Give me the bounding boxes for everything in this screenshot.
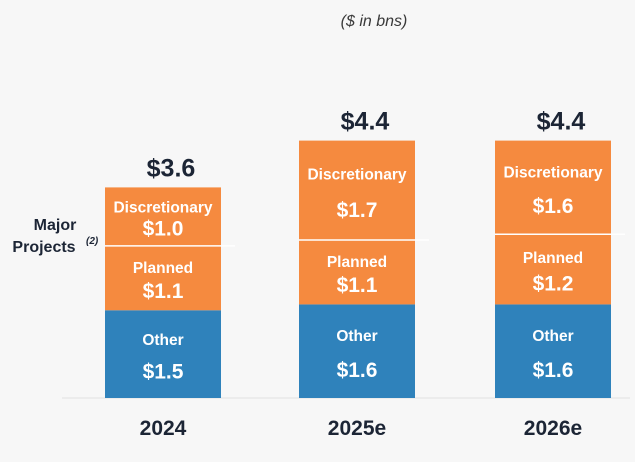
bar-planned-2024: [105, 245, 221, 311]
side-label-line1: Major: [34, 217, 77, 234]
x-tick-label-2024: 2024: [140, 417, 187, 440]
bars-layer: Other$1.5Planned$1.1Discretionary$1.0$3.…: [105, 108, 625, 440]
total-label-2025e: $4.4: [341, 108, 390, 136]
segment-label-other-2024: Other: [142, 332, 183, 349]
segment-label-planned-2024: Planned: [133, 260, 193, 277]
segment-label-discretionary-2024: Discretionary: [113, 199, 212, 216]
segment-value-other-2026e: $1.6: [533, 359, 574, 382]
x-tick-label-2025e: 2025e: [328, 417, 386, 440]
bar-planned-2025e: [299, 240, 415, 305]
side-label-line2: Projects: [12, 239, 75, 256]
segment-label-other-2025e: Other: [336, 328, 377, 345]
segment-label-planned-2025e: Planned: [327, 254, 387, 271]
bar-discretionary-2026e: [495, 140, 611, 235]
unit-note: ($ in bns): [341, 13, 408, 30]
x-tick-label-2026e: 2026e: [524, 417, 582, 440]
segment-label-discretionary-2025e: Discretionary: [307, 166, 406, 183]
bar-discretionary-2025e: [299, 140, 415, 241]
segment-value-discretionary-2025e: $1.7: [337, 199, 378, 222]
bar-other-2025e: [299, 304, 415, 398]
bar-planned-2026e: [495, 234, 611, 305]
side-label-superscript: (2): [86, 236, 99, 247]
segment-value-planned-2026e: $1.2: [533, 272, 574, 295]
segment-label-other-2026e: Other: [532, 328, 573, 345]
bar-other-2026e: [495, 304, 611, 398]
segment-label-discretionary-2026e: Discretionary: [503, 164, 602, 181]
segment-label-planned-2026e: Planned: [523, 250, 583, 267]
bar-other-2024: [105, 310, 221, 398]
segment-value-discretionary-2026e: $1.6: [533, 195, 574, 218]
segment-value-discretionary-2024: $1.0: [143, 217, 184, 240]
total-label-2026e: $4.4: [537, 108, 586, 136]
segment-value-other-2025e: $1.6: [337, 359, 378, 382]
segment-value-planned-2024: $1.1: [143, 280, 184, 303]
segment-value-planned-2025e: $1.1: [337, 274, 378, 297]
segment-value-other-2024: $1.5: [143, 361, 184, 384]
bar-discretionary-2024: [105, 187, 221, 246]
total-label-2024: $3.6: [147, 154, 196, 182]
